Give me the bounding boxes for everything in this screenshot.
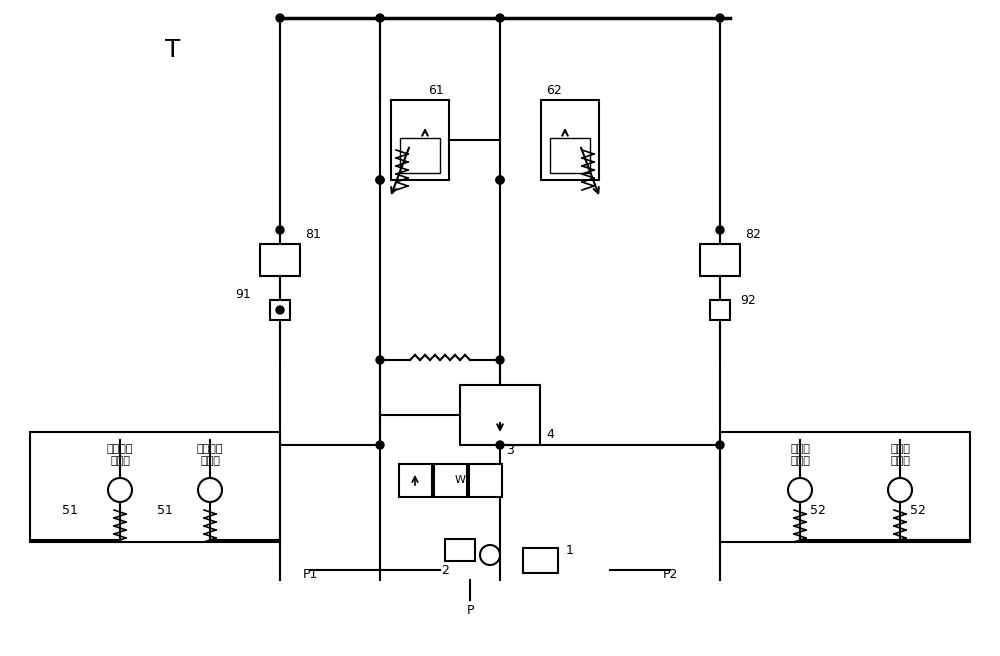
Circle shape: [496, 441, 504, 449]
Circle shape: [108, 478, 132, 502]
Text: P2: P2: [662, 569, 678, 581]
Circle shape: [716, 226, 724, 234]
Text: W: W: [454, 475, 466, 485]
Text: 副卷扬负
载压力: 副卷扬负 载压力: [197, 444, 223, 466]
Circle shape: [276, 226, 284, 234]
Bar: [700, 244, 740, 276]
Circle shape: [276, 306, 284, 314]
Bar: [720, 432, 970, 542]
Text: 3: 3: [506, 443, 514, 457]
Text: 52: 52: [910, 504, 926, 516]
Text: 91: 91: [235, 289, 251, 302]
Text: 82: 82: [745, 228, 761, 241]
Bar: [434, 464, 466, 497]
Text: 51: 51: [157, 504, 173, 516]
Circle shape: [788, 478, 812, 502]
Text: 2: 2: [441, 564, 449, 577]
Text: T: T: [165, 38, 180, 62]
Bar: [260, 244, 300, 276]
Bar: [541, 100, 599, 180]
Text: 52: 52: [810, 504, 826, 516]
Circle shape: [496, 176, 504, 184]
Text: 61: 61: [428, 83, 444, 96]
Circle shape: [496, 14, 504, 22]
Bar: [391, 100, 449, 180]
Circle shape: [198, 478, 222, 502]
Circle shape: [888, 478, 912, 502]
Circle shape: [496, 356, 504, 364]
Text: 伸缩负
载压力: 伸缩负 载压力: [890, 444, 910, 466]
Text: 4: 4: [546, 428, 554, 441]
Text: 1: 1: [566, 544, 574, 556]
Circle shape: [496, 176, 504, 184]
Text: 主卷扬负
载压力: 主卷扬负 载压力: [107, 444, 133, 466]
Circle shape: [480, 545, 500, 565]
Circle shape: [276, 14, 284, 22]
Circle shape: [376, 176, 384, 184]
Circle shape: [376, 441, 384, 449]
Text: P1: P1: [302, 569, 318, 581]
Bar: [445, 539, 475, 561]
Circle shape: [376, 14, 384, 22]
Text: 92: 92: [740, 293, 756, 306]
Text: 变幅负
载压力: 变幅负 载压力: [790, 444, 810, 466]
Text: P: P: [466, 604, 474, 617]
Bar: [400, 138, 440, 173]
Bar: [460, 385, 540, 445]
Bar: [30, 432, 280, 542]
Circle shape: [376, 176, 384, 184]
Text: 51: 51: [62, 504, 78, 516]
Bar: [522, 548, 558, 573]
Text: 81: 81: [305, 228, 321, 241]
Bar: [398, 464, 432, 497]
Circle shape: [376, 356, 384, 364]
Circle shape: [716, 14, 724, 22]
Bar: [468, 464, 502, 497]
Text: 62: 62: [546, 83, 562, 96]
Bar: [550, 138, 590, 173]
Circle shape: [716, 441, 724, 449]
